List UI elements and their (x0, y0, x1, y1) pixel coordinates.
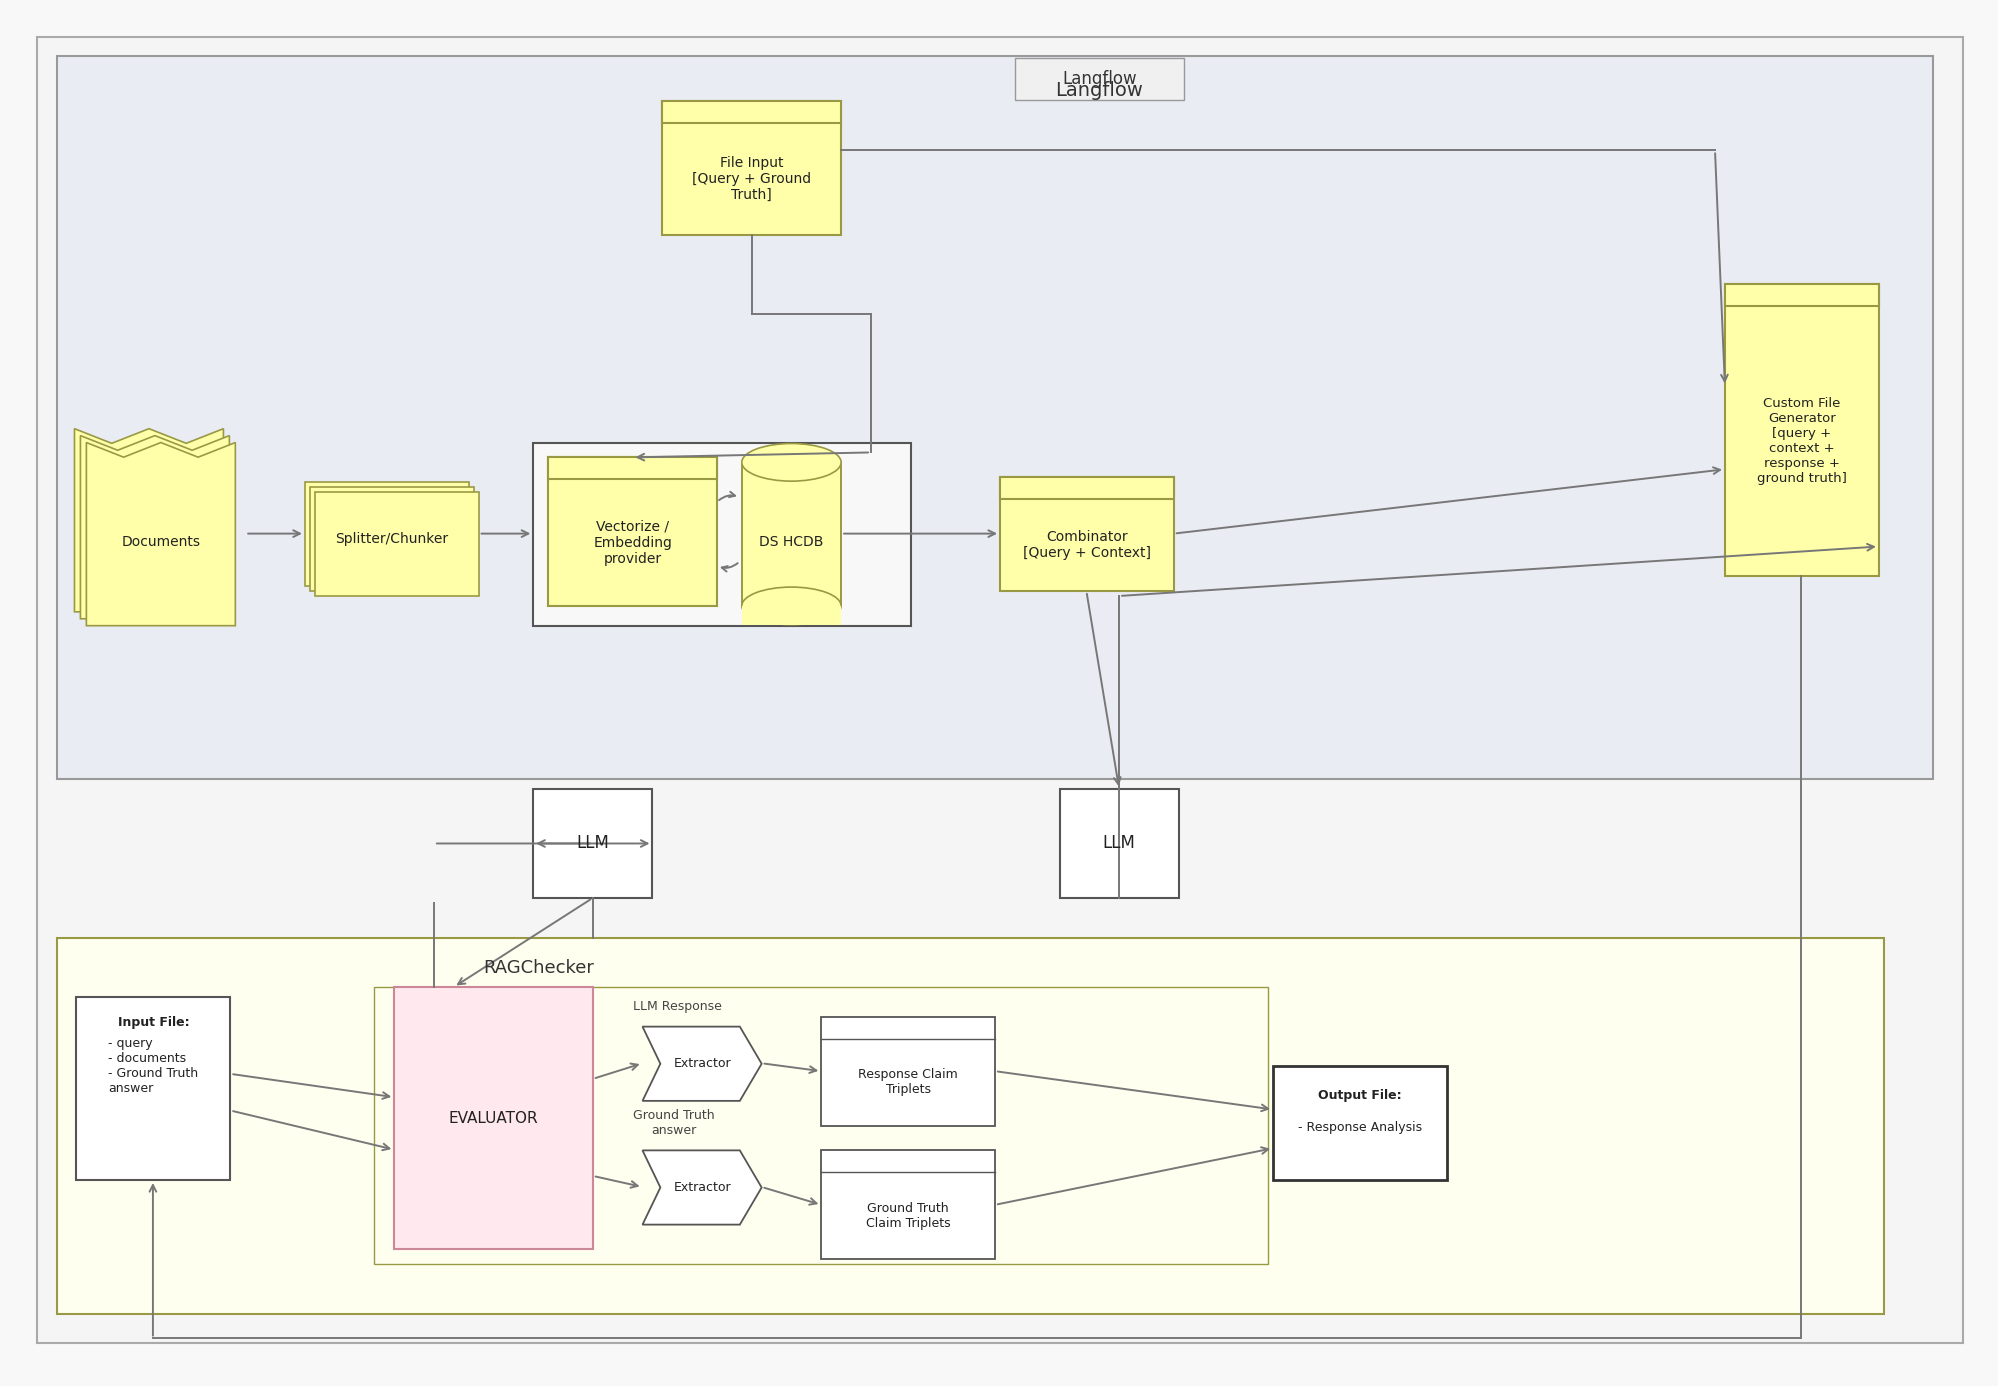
Text: Input File:: Input File: (118, 1016, 190, 1030)
Bar (56, 57, 1932, 779)
Text: EVALUATOR: EVALUATOR (448, 1110, 537, 1125)
Polygon shape (641, 1150, 761, 1225)
Bar (76, 997, 230, 1179)
Text: LLM: LLM (575, 834, 609, 852)
Text: RAGChecker: RAGChecker (484, 959, 593, 977)
Text: Custom File
Generator
[query +
context +
response +
ground truth]: Custom File Generator [query + context +… (1756, 396, 1846, 485)
Text: Langflow: Langflow (1061, 71, 1137, 89)
Text: Vectorize /
Embedding
provider: Vectorize / Embedding provider (593, 520, 671, 565)
Text: - query
- documents
- Ground Truth
answer: - query - documents - Ground Truth answe… (108, 1037, 198, 1095)
Polygon shape (80, 435, 230, 618)
Bar (999, 477, 1173, 590)
Polygon shape (86, 442, 236, 625)
Text: - Response Analysis: - Response Analysis (1297, 1121, 1421, 1134)
Text: LLM: LLM (1103, 834, 1135, 852)
Text: Splitter/Chunker: Splitter/Chunker (336, 532, 448, 546)
Bar (374, 987, 1267, 1264)
Bar (741, 606, 841, 625)
Text: Documents: Documents (122, 535, 200, 549)
Bar (821, 1017, 995, 1125)
Bar (1059, 789, 1179, 898)
Bar (533, 442, 911, 625)
Bar (306, 482, 468, 586)
Ellipse shape (741, 588, 841, 625)
Bar (999, 477, 1173, 499)
Bar (56, 937, 1882, 1314)
Bar (394, 987, 593, 1249)
Bar (310, 486, 474, 590)
Bar (1273, 1066, 1447, 1179)
Text: File Input
[Query + Ground
Truth]: File Input [Query + Ground Truth] (691, 155, 811, 202)
Bar (1015, 58, 1183, 100)
Text: Extractor: Extractor (673, 1181, 731, 1193)
Bar (533, 789, 651, 898)
Ellipse shape (741, 444, 841, 481)
Text: DS HCDB: DS HCDB (759, 535, 823, 549)
Bar (314, 492, 478, 596)
Bar (661, 101, 841, 123)
Text: Combinator
[Query + Context]: Combinator [Query + Context] (1023, 529, 1151, 560)
Bar (741, 463, 841, 606)
Polygon shape (641, 1027, 761, 1100)
Bar (1724, 284, 1878, 306)
Text: Ground Truth
Claim Triplets: Ground Truth Claim Triplets (865, 1202, 949, 1229)
Text: Ground Truth
answer: Ground Truth answer (631, 1109, 713, 1137)
Text: Extractor: Extractor (673, 1058, 731, 1070)
Polygon shape (74, 428, 224, 611)
Text: Langflow: Langflow (1055, 82, 1143, 100)
Text: LLM Response: LLM Response (631, 999, 721, 1013)
Bar (661, 101, 841, 234)
Bar (821, 1150, 995, 1260)
Bar (1724, 284, 1878, 577)
Bar (547, 457, 717, 606)
Text: Response Claim
Triplets: Response Claim Triplets (857, 1069, 957, 1096)
Text: Output File:: Output File: (1317, 1089, 1401, 1102)
Bar (547, 457, 717, 480)
